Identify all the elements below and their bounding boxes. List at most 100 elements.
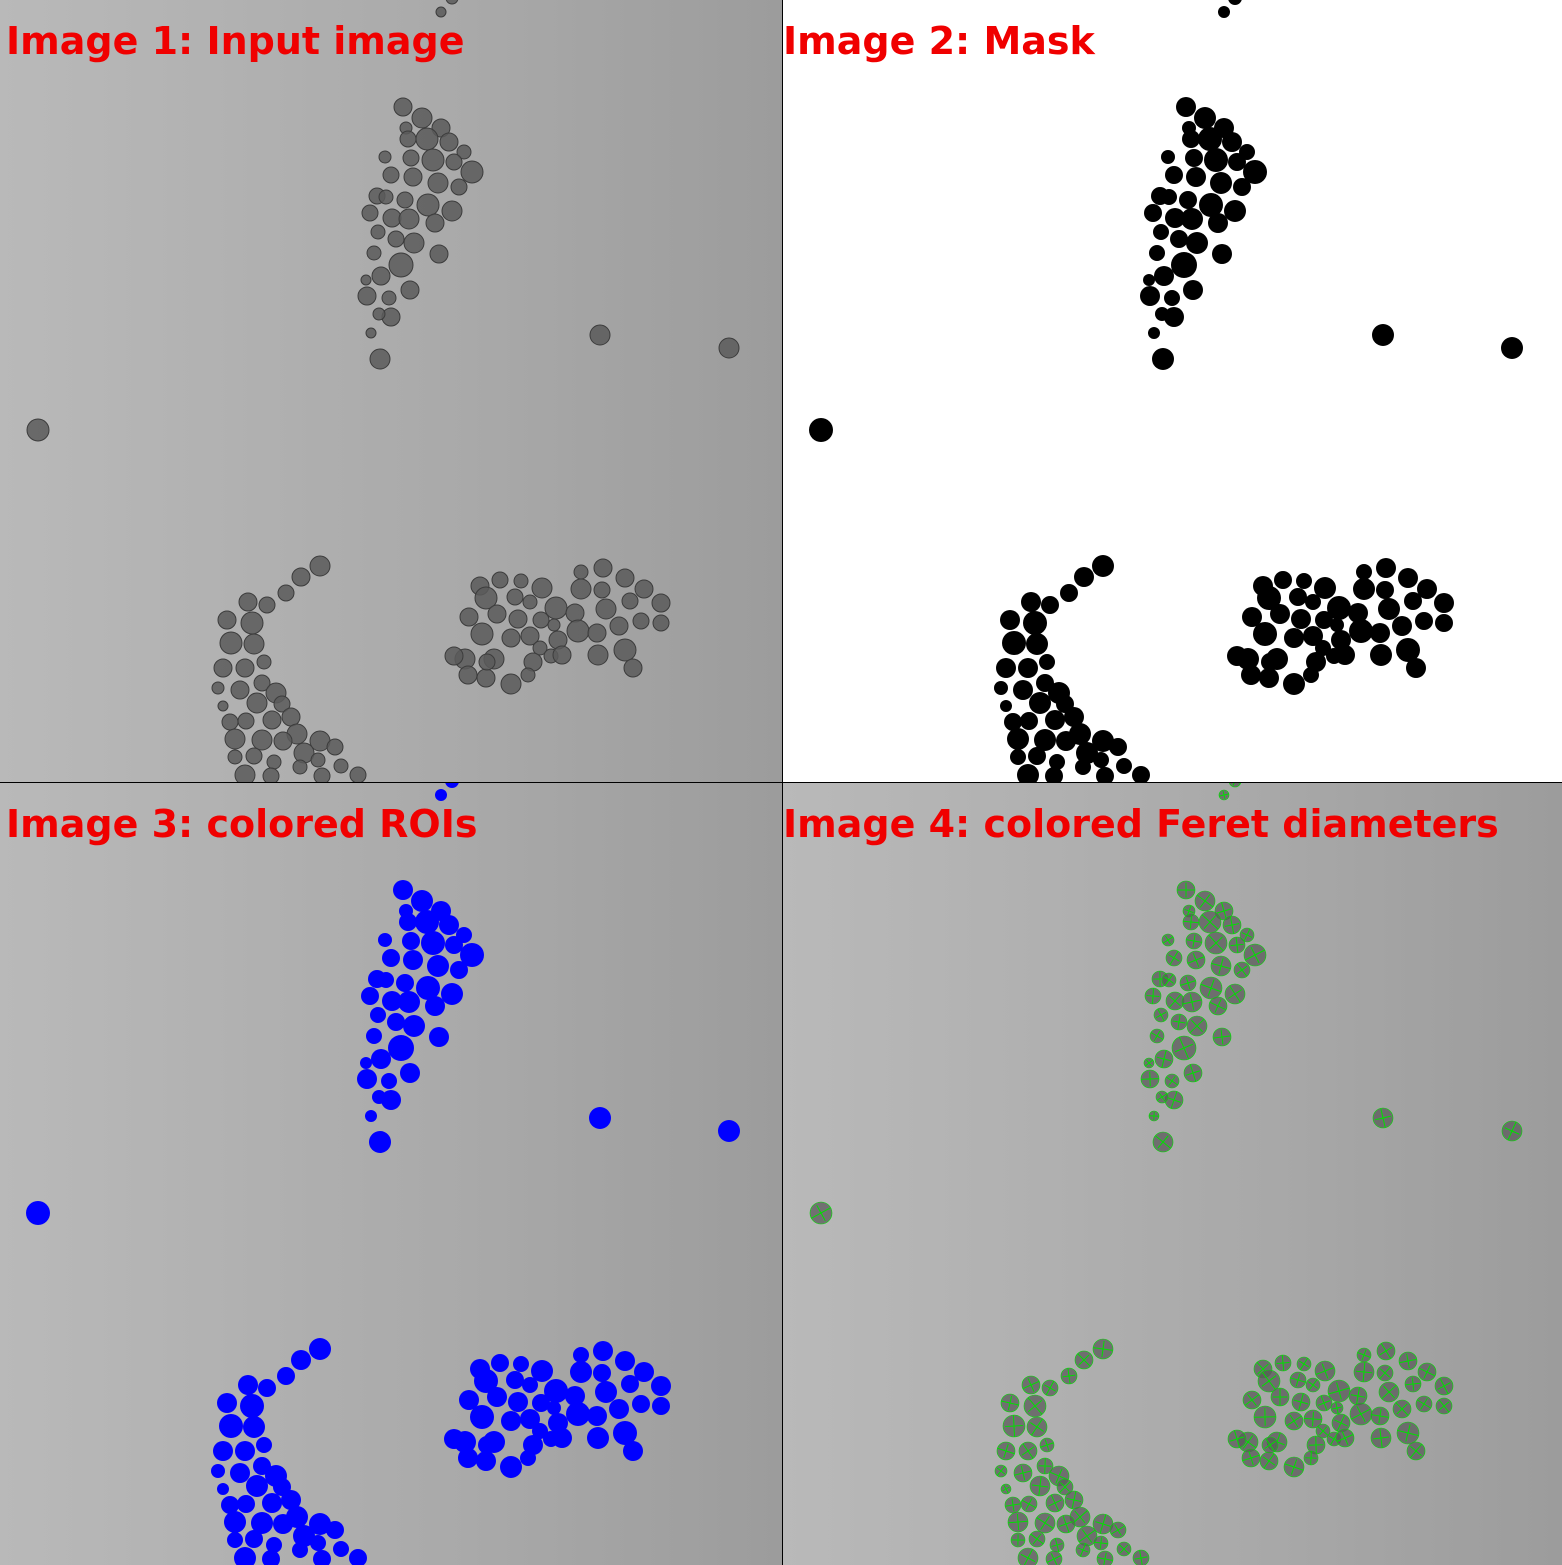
particle [370,224,386,240]
feret-min-line [1169,995,1181,1007]
particle [613,638,637,662]
feret-min-line [1438,1401,1450,1411]
particle [266,754,282,770]
roi-particle [378,933,392,947]
particle [398,208,420,230]
roi-particle [411,890,433,912]
mask-particle [1208,213,1228,233]
roi-particle [217,1393,237,1413]
roi-particle [544,1379,568,1403]
roi-particle [565,1386,585,1406]
feret-min-line [1003,1443,1009,1459]
feret-min-line [1311,1411,1315,1427]
mask-particle [1228,0,1242,5]
particle [310,752,326,768]
roi-particle [365,1110,377,1122]
mask-particle [1045,710,1065,730]
particle [531,577,553,599]
particle [292,759,308,775]
roi-particle [382,991,402,1011]
particle [532,611,550,629]
roi-particle [258,1379,276,1397]
mask-particle [809,418,833,442]
roi-particle [357,1069,377,1089]
feret-min-line [1158,1092,1166,1102]
mask-particle [1228,153,1246,171]
feret-min-line [1262,1456,1276,1466]
mask-particle [1242,607,1262,627]
feret-min-line [1077,1547,1089,1553]
particle [402,149,420,167]
particle [403,232,425,254]
mask-particle [1378,598,1400,620]
particle [621,592,639,610]
mask-particle [1198,127,1222,151]
mask-particle [1396,638,1420,662]
particle [381,290,397,306]
roi-particle [587,1406,607,1426]
mask-particle [1060,584,1078,602]
mask-particle [994,681,1008,695]
mask-particle [1327,596,1351,620]
mask-particle [1284,628,1304,648]
mask-particle [1289,588,1307,606]
roi-particle [292,1542,308,1558]
mask-particle [1224,200,1246,222]
particle [651,593,671,613]
mask-particle [1199,193,1223,217]
feret-min-line [1207,979,1215,997]
feret-min-line [1405,1424,1411,1442]
particle [411,107,433,129]
roi-particle [621,1375,639,1393]
mask-particle [1021,592,1041,612]
feret-min-line [1020,1553,1036,1563]
particle [439,132,459,152]
feret-min-line [996,1467,1006,1475]
roi-particle [26,1201,50,1225]
roi-particle [425,996,445,1016]
roi-particle [652,1397,670,1415]
feret-min-line [1025,1498,1033,1510]
caption-input-image: Image 1: Input image [6,19,465,63]
roi-particle [508,1392,528,1412]
roi-particle [403,950,423,970]
particle [615,568,635,588]
roi-particle [421,931,445,955]
particle [429,244,449,264]
mask-particle [1179,191,1197,209]
feret-min-line [1062,1374,1076,1378]
feret-min-line [1350,1394,1366,1398]
feret-min-line [1332,1406,1342,1410]
particle [262,710,282,730]
feret-min-line [1276,1361,1290,1365]
roi-particle [240,1394,264,1418]
feret-min-line [1289,1414,1299,1428]
roi-particle [522,1377,538,1393]
feret-min-line [1250,946,1260,964]
particle [566,619,590,643]
feret-min-line [1016,1513,1020,1531]
mask-particle [1261,653,1279,671]
roi-particle [609,1399,629,1419]
roi-particle [459,1390,479,1410]
feret-min-line [1224,923,1240,927]
particle [718,337,740,359]
feret-min-line [1248,1450,1254,1466]
particle [237,712,255,730]
roi-particle [470,1405,494,1429]
roi-particle [213,1441,233,1461]
particle [251,729,273,751]
roi-particle [520,1409,540,1429]
particle [459,607,479,627]
feret-min-line [1007,1395,1013,1411]
feret-min-line [1220,1029,1224,1045]
roi-particle [371,1049,391,1069]
mask-particle [1144,204,1162,222]
particle [393,97,413,117]
roi-particle [416,976,440,1000]
mask-particle [1182,130,1200,148]
roi-particle [309,1513,331,1535]
feret-min-line [1011,1498,1015,1512]
mask-particle [1028,747,1046,765]
particle [609,616,629,636]
